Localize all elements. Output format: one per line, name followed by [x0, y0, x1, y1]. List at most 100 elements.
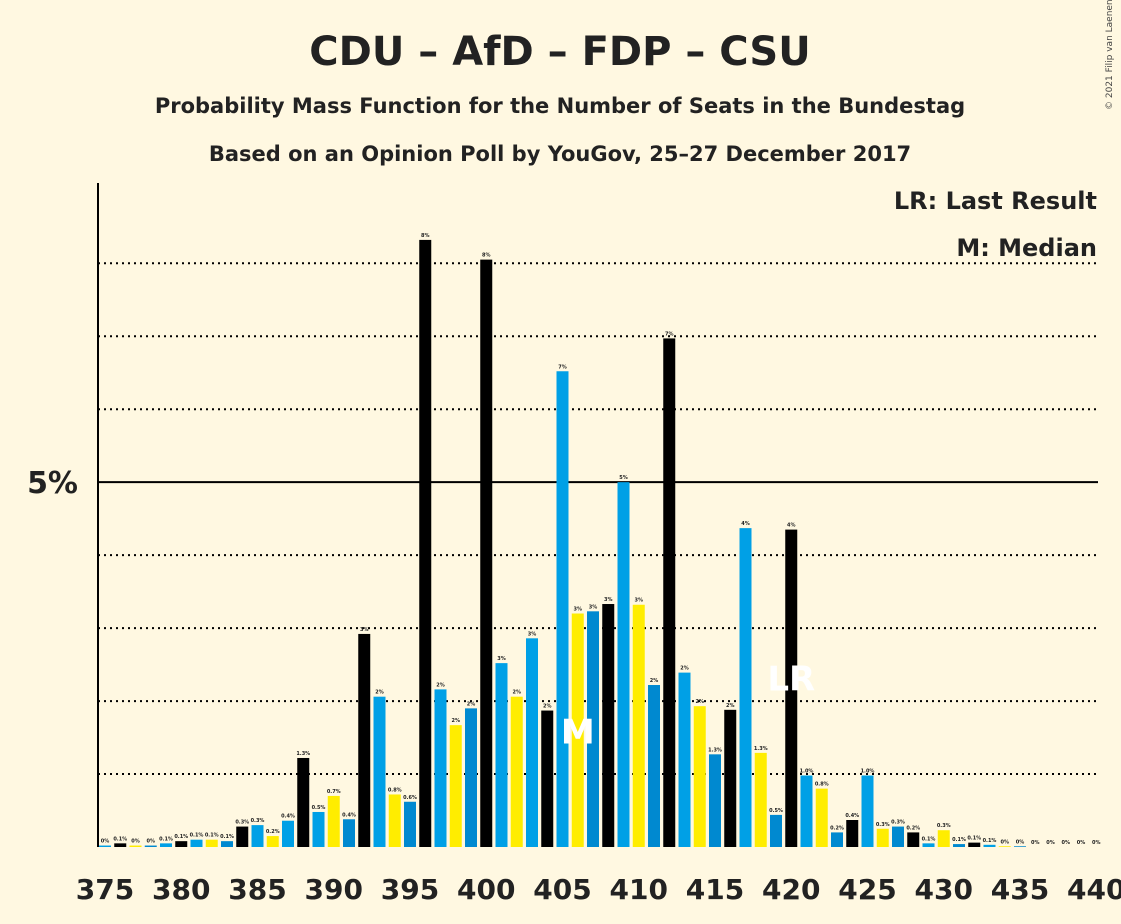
- bar: [221, 841, 233, 847]
- x-tick-label: 390: [305, 873, 363, 906]
- bar: [571, 613, 584, 847]
- bar: [526, 638, 538, 847]
- x-tick-label: 405: [533, 873, 591, 906]
- bar: [922, 843, 935, 847]
- bar: [846, 820, 859, 847]
- bar: [541, 710, 554, 847]
- bar-value-label: 0.6%: [403, 795, 417, 801]
- bar-value-label: 0.1%: [113, 836, 127, 842]
- bar: [282, 820, 294, 847]
- bar-value-label: 0.8%: [388, 787, 402, 793]
- bar-value-label: 7%: [558, 364, 567, 370]
- bar: [663, 338, 676, 847]
- bar: [602, 604, 615, 847]
- bar: [343, 819, 355, 847]
- bar: [739, 528, 752, 847]
- bar-value-label: 1.3%: [708, 747, 722, 753]
- bar: [449, 725, 462, 847]
- bar: [388, 794, 401, 847]
- x-tick-label: 395: [381, 873, 439, 906]
- bar-value-label: 0%: [147, 839, 156, 845]
- bar-value-label: 2%: [650, 678, 659, 684]
- copyright-note: © 2021 Filip van Laenen: [1105, 0, 1115, 110]
- bar-value-label: 7%: [665, 331, 674, 337]
- bar-value-label: 0%: [1031, 840, 1040, 846]
- bar: [495, 663, 508, 847]
- bar-value-label: 0.5%: [312, 805, 326, 811]
- bar-value-label: 0.3%: [891, 820, 905, 826]
- bar-value-label: 8%: [421, 233, 430, 239]
- bar-value-label: 2%: [452, 718, 461, 724]
- bar: [205, 839, 218, 847]
- bar-value-label: 0%: [1001, 839, 1010, 845]
- bar: [800, 775, 813, 847]
- bar: [236, 826, 249, 847]
- bar: [312, 811, 325, 847]
- bar-value-label: 1.3%: [296, 751, 310, 757]
- bar: [937, 830, 950, 847]
- bar-value-label: 0.8%: [815, 782, 829, 788]
- bar: [144, 845, 157, 847]
- chart-subtitle-2: Based on an Opinion Poll by YouGov, 25–2…: [209, 142, 911, 166]
- x-tick-label: 425: [838, 873, 896, 906]
- last-result-marker: LR: [767, 659, 815, 699]
- bar: [831, 832, 843, 847]
- bar: [724, 709, 737, 847]
- bar: [1014, 846, 1026, 847]
- bar: [785, 529, 798, 847]
- bar: [99, 845, 111, 847]
- bar-value-label: 8%: [482, 253, 491, 259]
- bar: [480, 259, 493, 848]
- bar: [465, 708, 477, 847]
- bar-labels-group: 0% 0.1% 0% 0% 0.1% 0.1% 0.1% 0.1% 0.1%0.3% 0.3%0.…: [101, 233, 1101, 846]
- legend-last-result: LR: Last Result: [894, 187, 1097, 215]
- bar: [998, 846, 1011, 847]
- bar: [434, 689, 447, 847]
- bar-value-label: 0.3%: [235, 820, 249, 826]
- bar: [876, 828, 889, 847]
- bar-value-label: 0.2%: [830, 825, 844, 831]
- bar: [953, 844, 965, 847]
- bar-value-label: 3%: [589, 604, 598, 610]
- bar-value-label: 0.1%: [967, 836, 981, 842]
- bar-value-label: 4%: [741, 521, 750, 527]
- legend-median: M: Median: [956, 234, 1097, 262]
- bar-value-label: 0.1%: [174, 834, 188, 840]
- bar: [907, 832, 920, 847]
- bar-value-label: 0.1%: [205, 833, 219, 839]
- x-tick-label: 410: [610, 873, 668, 906]
- bar: [175, 841, 188, 847]
- bar-value-label: 0.2%: [906, 825, 920, 831]
- bar-value-label: 4%: [787, 523, 796, 529]
- bar-value-label: 0.2%: [266, 829, 280, 835]
- chart-title: CDU – AfD – FDP – CSU: [309, 29, 810, 75]
- bar-value-label: 0.7%: [327, 789, 341, 795]
- bar-value-label: 0%: [1092, 840, 1101, 846]
- bar-value-label: 0.1%: [983, 838, 997, 844]
- bar-value-label: 0%: [1062, 840, 1071, 846]
- bar: [404, 801, 416, 847]
- x-tick-label: 385: [228, 873, 286, 906]
- bar: [510, 696, 523, 847]
- x-tick-label: 430: [915, 873, 973, 906]
- bar: [556, 371, 569, 847]
- bar-value-label: 0%: [101, 839, 110, 845]
- bar-value-label: 3%: [635, 598, 644, 604]
- x-ticks-group: 375 380 385 390 395 400 405 410 415 420 425 430 435 4…: [76, 873, 1121, 906]
- bar: [373, 696, 386, 847]
- chart-subtitle: Probability Mass Function for the Number…: [155, 94, 965, 118]
- x-tick-label: 420: [762, 873, 820, 906]
- x-tick-label: 415: [686, 873, 744, 906]
- bar: [770, 814, 782, 847]
- bar-value-label: 3%: [360, 627, 369, 633]
- bar-value-label: 3%: [574, 607, 583, 613]
- bar: [297, 757, 310, 847]
- bar-value-label: 2%: [726, 703, 735, 709]
- bar: [358, 633, 371, 847]
- bars-group: [99, 239, 1026, 848]
- bar-value-label: 2%: [513, 690, 522, 696]
- bar: [114, 843, 127, 847]
- bar: [587, 611, 599, 847]
- bar-value-label: 1.3%: [754, 746, 768, 752]
- bar-value-label: 0.3%: [937, 823, 951, 829]
